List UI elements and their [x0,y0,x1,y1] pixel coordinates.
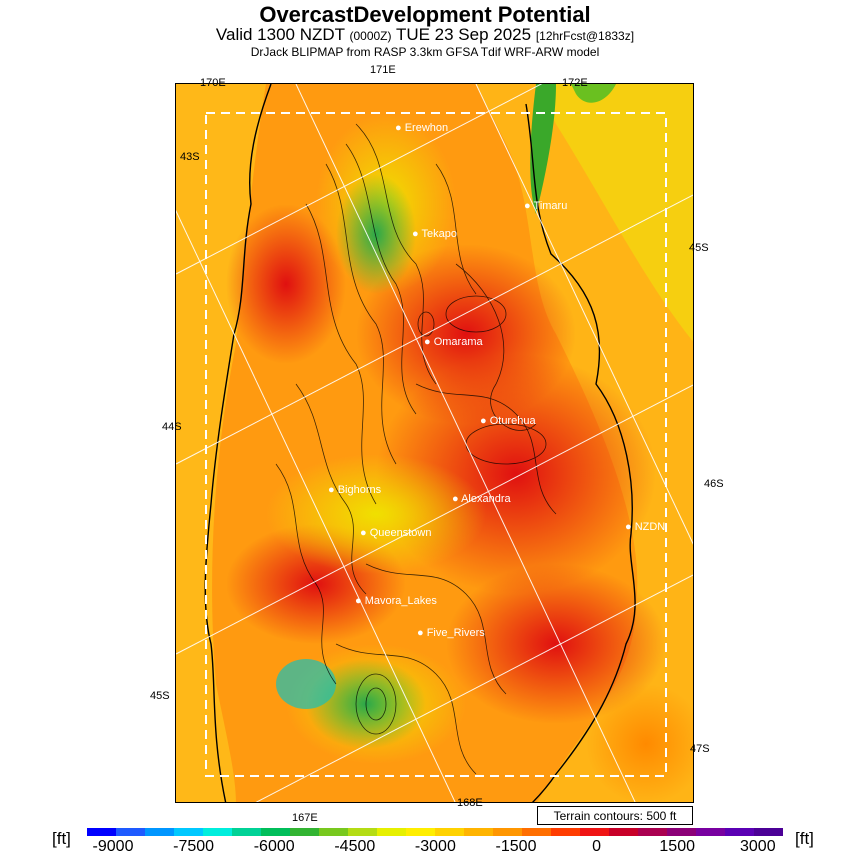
place-label: Tekapo [421,228,457,240]
colorbar-tick-label: -3000 [414,838,456,855]
place-bighorns[interactable]: ● Bighorns [328,484,382,496]
forecast-map[interactable] [175,83,694,803]
place-omarama[interactable]: ● Omarama [424,336,483,348]
sea-yellow-band [536,84,693,342]
colorbar-unit-left: [ft] [52,829,71,848]
lat-lon-grid [176,84,693,802]
colorbar-swatch [522,828,551,836]
place-label: Queenstown [369,527,432,539]
colorbar-swatch [464,828,493,836]
map-title: OvercastDevelopment Potential [259,2,591,27]
lat-label-45s: 45S [150,690,170,702]
place-queenstown[interactable]: ● Queenstown [360,527,432,539]
colorbar-tick-label: -9000 [92,838,134,855]
place-label: Bighorns [337,484,382,496]
green-region-north [336,174,416,294]
inner-domain-box [205,112,667,777]
valid-prefix: Valid 1300 NZDT [215,25,345,44]
lat-label-43s: 43S [180,151,200,163]
colorbar-swatch [261,828,290,836]
map-canvas [176,84,693,802]
lon-label-171e: 171E [370,64,396,76]
colorbar-tick-label: -6000 [253,838,295,855]
terrain-contours-note: Terrain contours: 500 ft [537,806,693,825]
colorbar-swatch [580,828,609,836]
lon-label-172e: 172E [562,77,588,89]
colorbar-swatch [435,828,464,836]
colorbar-swatch [203,828,232,836]
forecast-tag: [12hrFcst@1833z] [535,29,635,43]
red-region-north [356,244,576,424]
colorbar-swatch [290,828,319,836]
colorbar-swatch [348,828,377,836]
colorbar-swatch [667,828,696,836]
colorbar-tick-label: -1500 [495,838,537,855]
utc-time: (0000Z) [349,29,392,43]
coastal-green-strip [530,84,556,214]
lat-label-44s: 44S [162,421,182,433]
lon-label-167e: 167E [292,812,318,824]
place-five-rivers[interactable]: ● Five_Rivers [417,627,485,639]
valid-date: TUE 23 Sep 2025 [395,25,532,44]
colorbar [87,828,783,836]
colorbar-swatch [116,828,145,836]
colorbar-swatch [754,828,783,836]
colorbar-swatch [609,828,638,836]
place-label: Mavora_Lakes [364,595,437,607]
colorbar-swatch [696,828,725,836]
colorbar-swatch [551,828,580,836]
lat-label-45s-right: 45S [689,242,709,254]
yellow-region-central [266,454,486,574]
colorbar-unit-right: [ft] [795,829,814,848]
colorbar-swatch [406,828,435,836]
place-label: Five_Rivers [426,627,485,639]
model-description: DrJack BLIPMAP from RASP 3.3km GFSA Tdif… [250,45,600,59]
place-timaru[interactable]: ● Timaru [524,200,568,212]
place-label: Alexandra [461,493,511,505]
colorbar-tick-labels: -9000 -7500 -6000 -4500 -3000 -1500 0 1500 3000 [0,838,850,858]
place-label: NZDN [634,521,666,533]
east-coastline [525,103,636,802]
lon-label-168e: 168E [457,797,483,809]
place-nzdn[interactable]: ● NZDN [625,521,666,533]
place-label: Oturehua [489,415,536,427]
place-tekapo[interactable]: ● Tekapo [412,228,457,240]
place-label: Erewhon [404,122,449,134]
place-label: Timaru [533,200,568,212]
colorbar-swatch [638,828,667,836]
place-oturehua[interactable]: ● Oturehua [480,415,536,427]
colorbar-swatch [319,828,348,836]
orange-region-southeast [586,684,693,802]
cyan-patch [276,659,336,709]
west-coastline [204,84,272,802]
colorbar-swatch [87,828,116,836]
colorbar-tick-label: 3000 [740,838,776,855]
lat-label-46s: 46S [704,478,724,490]
red-region-northwest [226,204,346,364]
colorbar-swatch [725,828,754,836]
valid-time: Valid 1300 NZDT (0000Z) TUE 23 Sep 2025 … [0,25,850,45]
colorbar-swatch [174,828,203,836]
colorbar-swatch [232,828,261,836]
colorbar-swatch [145,828,174,836]
lon-label-170e: 170E [200,77,226,89]
colorbar-swatch [377,828,406,836]
northeast-green-patch [571,84,616,103]
colorbar-tick-label: 0 [592,838,602,855]
place-erewhon[interactable]: ● Erewhon [395,122,449,134]
lat-label-47s: 47S [690,743,710,755]
colorbar-tick-label: 1500 [659,838,695,855]
place-alexandra[interactable]: ● Alexandra [452,493,511,505]
colorbar-swatch [493,828,522,836]
place-label: Omarama [433,336,483,348]
place-mavora-lakes[interactable]: ● Mavora_Lakes [355,595,437,607]
colorbar-tick-label: -4500 [334,838,376,855]
red-region-south [446,564,666,724]
terrain-contours [275,123,557,775]
colorbar-tick-label: -7500 [173,838,215,855]
